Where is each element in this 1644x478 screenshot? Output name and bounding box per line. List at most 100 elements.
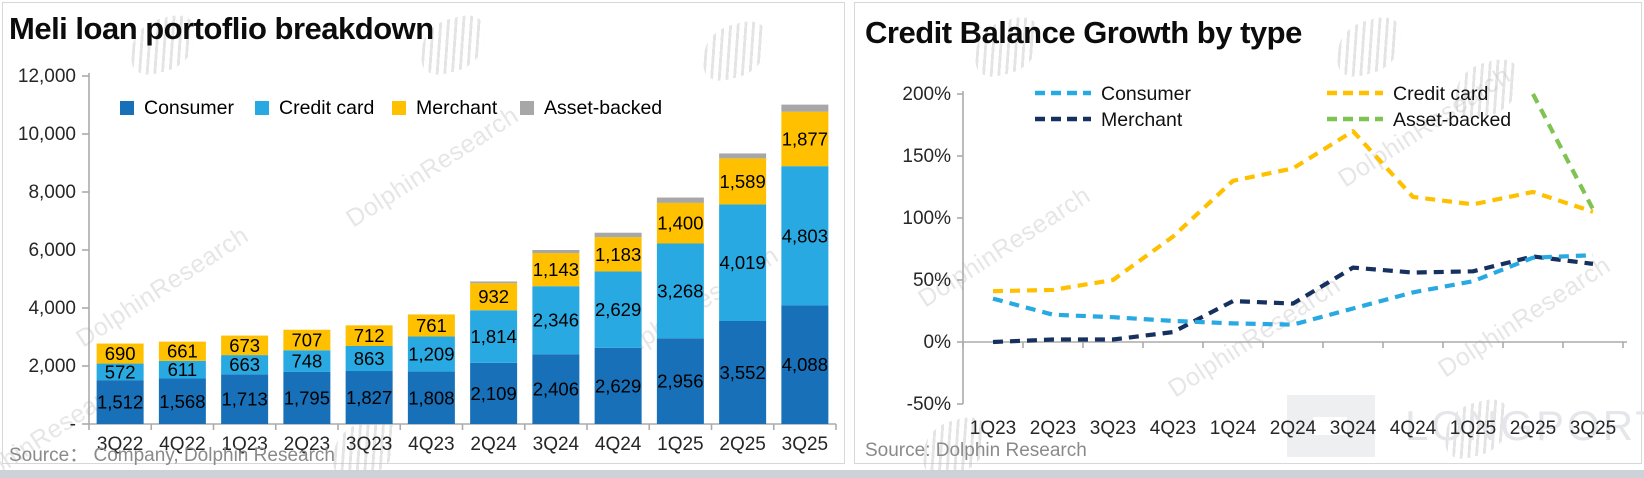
legend-swatch <box>120 101 134 115</box>
bar-segment <box>594 271 642 348</box>
loan-portfolio-chart-card: DolphinResearch DolphinResearch DolphinR… <box>0 2 845 478</box>
right-source-note: Source: Dolphin Research <box>865 440 1087 461</box>
x-tick-label: 4Q23 <box>408 434 454 455</box>
bar-segment <box>283 371 331 424</box>
bar-segment <box>221 335 269 356</box>
x-tick-label: 2Q23 <box>284 434 330 455</box>
bar-value-label: 611 <box>168 359 198 380</box>
longport-watermark: LONGPORT <box>1287 395 1644 457</box>
y-tick-label: 0% <box>924 332 952 353</box>
legend-swatch <box>520 101 534 115</box>
legend-label: Credit card <box>279 97 374 119</box>
legend-swatch <box>392 101 406 115</box>
x-tick-label: 2Q25 <box>719 434 765 455</box>
bar-value-label: 748 <box>291 351 322 372</box>
bar-segment <box>345 325 393 346</box>
x-tick-label: 3Q24 <box>1330 418 1377 439</box>
bar-value-label: 673 <box>229 335 260 356</box>
x-tick-label: 1Q24 <box>1210 418 1257 439</box>
x-tick-label: 4Q24 <box>1390 418 1437 439</box>
x-tick-label: 4Q24 <box>595 434 642 455</box>
bar-segment <box>470 362 518 424</box>
bar-segment <box>719 153 767 159</box>
right-chart-title: Credit Balance Growth by type <box>865 15 1302 50</box>
bar-value-label: 932 <box>478 286 509 307</box>
longport-wordmark: LONGPORT <box>1405 402 1644 449</box>
bar-segment <box>158 378 206 424</box>
y-tick-label: 10,000 <box>18 124 76 145</box>
legend-label: Merchant <box>1101 109 1183 131</box>
bottom-border-strip <box>0 470 1644 478</box>
bar-segment <box>158 341 206 361</box>
y-tick-label: 2,000 <box>28 356 76 377</box>
x-tick-label: 1Q23 <box>221 434 267 455</box>
y-tick-label: 150% <box>902 146 951 167</box>
x-tick-label: 2Q24 <box>1270 418 1317 439</box>
line-series-credit-card <box>992 129 1594 294</box>
legend-label: Merchant <box>416 97 498 119</box>
bar-value-label: 1,143 <box>533 259 579 280</box>
bar-segment <box>594 232 642 238</box>
bar-segment <box>96 363 144 381</box>
x-tick-label: 3Q22 <box>97 434 143 455</box>
bar-segment <box>96 380 144 424</box>
bar-segment <box>781 104 829 112</box>
bar-segment <box>656 338 704 424</box>
bar-value-label: 2,629 <box>595 375 641 396</box>
line-series-consumer <box>992 253 1594 327</box>
x-tick-label: 1Q23 <box>970 418 1016 439</box>
bar-value-label: 1,183 <box>595 244 641 265</box>
x-tick-label: 3Q24 <box>533 434 580 455</box>
bar-value-label: 1,808 <box>408 387 454 408</box>
bar-value-label: 712 <box>354 325 385 346</box>
bar-value-label: 690 <box>105 343 136 364</box>
x-tick-label: 3Q23 <box>1090 418 1136 439</box>
bar-value-label: 1,589 <box>719 171 765 192</box>
bar-value-label: 661 <box>167 341 198 362</box>
bar-value-label: 2,406 <box>533 379 579 400</box>
bar-segment <box>532 250 580 254</box>
bar-segment <box>781 305 829 424</box>
bar-value-label: 1,877 <box>782 128 828 149</box>
x-tick-label: 3Q25 <box>1570 418 1616 439</box>
bar-value-label: 2,629 <box>595 299 641 320</box>
bar-value-label: 863 <box>354 348 385 369</box>
bar-value-label: 1,814 <box>470 326 516 347</box>
line-chart: -50% 0% 50% 100% 150% 200% 1Q23 2Q23 3Q23 4Q23 1Q2… <box>902 83 1627 439</box>
legend-label: Consumer <box>1101 83 1191 105</box>
y-tick-label: 8,000 <box>28 182 76 203</box>
bar-segment <box>283 329 331 351</box>
bar-segment <box>594 347 642 424</box>
bar-segment <box>221 374 269 424</box>
y-tick-label: 12,000 <box>18 66 76 87</box>
bar-segment <box>532 286 580 355</box>
x-tick-label: 2Q24 <box>470 434 517 455</box>
y-tick-label: 100% <box>902 208 951 229</box>
y-tick-label: 4,000 <box>28 298 76 319</box>
bar-segment <box>221 355 269 375</box>
y-tick-label: 50% <box>913 270 951 291</box>
bar-value-label: 1,795 <box>284 387 330 408</box>
bar-segment <box>470 310 518 363</box>
y-tick-label: 200% <box>902 84 951 105</box>
x-tick-label: 2Q23 <box>1030 418 1076 439</box>
bar-value-label: 1,827 <box>346 387 392 408</box>
bar-value-label: 707 <box>291 330 322 351</box>
x-tick-label: 3Q23 <box>346 434 392 455</box>
bar-value-label: 663 <box>229 354 260 375</box>
stacked-bar-chart: - 2,000 4,000 6,000 8,000 10,000 12,000 1,512 57… <box>18 66 837 455</box>
bar-segment <box>407 314 455 337</box>
bar-value-label: 2,956 <box>657 371 703 392</box>
bar-value-label: 1,209 <box>408 344 454 365</box>
bar-segment <box>158 360 206 379</box>
bar-value-label: 2,109 <box>470 383 516 404</box>
bar-value-label: 1,400 <box>657 213 703 234</box>
legend-label: Asset-backed <box>1393 109 1511 131</box>
bar-segment <box>656 243 704 339</box>
bar-segment <box>345 371 393 424</box>
bar-value-label: 1,568 <box>159 391 205 412</box>
line-series-asset-backed <box>1531 93 1595 211</box>
bar-segment <box>470 283 518 311</box>
longport-logo-icon <box>1287 395 1375 457</box>
